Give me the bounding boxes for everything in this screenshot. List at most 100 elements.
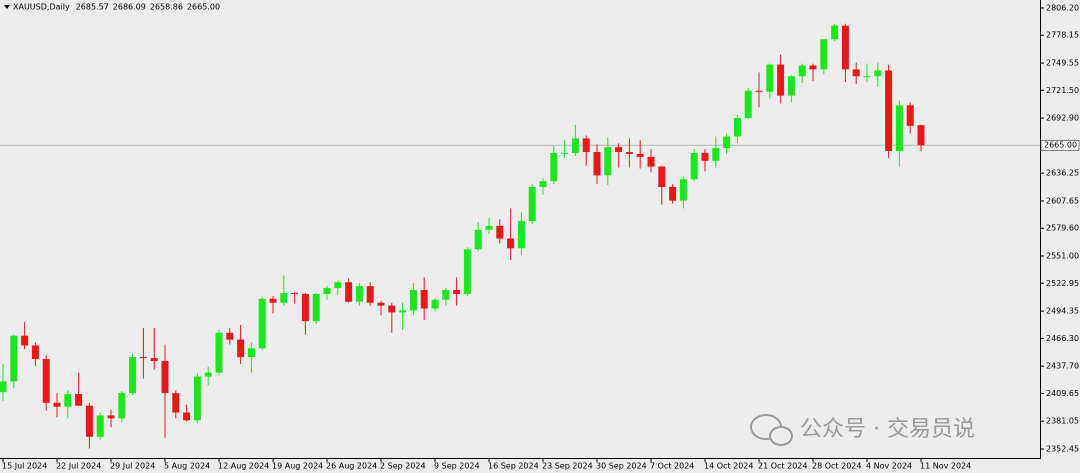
candle-body: [345, 282, 353, 302]
candle-body: [258, 298, 266, 349]
x-tick-label: 7 Oct 2024: [650, 462, 694, 471]
candle-body: [323, 288, 331, 294]
x-tick-label: 12 Aug 2024: [218, 462, 269, 471]
candle-body: [895, 105, 903, 152]
candle-body: [75, 394, 83, 406]
candle-body: [820, 39, 828, 70]
x-tick-label: 5 Aug 2024: [164, 462, 210, 471]
candle-body: [852, 69, 860, 77]
candle-body: [841, 25, 849, 70]
candle-body: [431, 299, 439, 309]
y-tick-label: 2579.60: [1046, 224, 1079, 233]
x-tick-label: 19 Aug 2024: [272, 462, 323, 471]
candle-body: [906, 105, 914, 126]
y-tick-label: 2522.95: [1046, 279, 1079, 288]
candle-body: [334, 282, 342, 289]
candle-body: [215, 332, 223, 373]
y-tick-label: 2409.65: [1046, 389, 1079, 398]
candle-body: [161, 360, 169, 394]
candle-body: [496, 225, 504, 239]
candle-body: [885, 70, 893, 152]
y-tick-label: 2692.90: [1046, 114, 1079, 123]
candle-body: [96, 415, 104, 437]
y-tick-label: 2607.65: [1046, 196, 1079, 205]
candle-body: [787, 76, 795, 96]
candle-body: [690, 152, 698, 180]
candle-body: [539, 181, 547, 188]
candle-body: [582, 138, 590, 153]
x-tick-label: 16 Sep 2024: [488, 462, 539, 471]
price-label: 2665.00: [1044, 141, 1077, 150]
x-tick-label: 26 Aug 2024: [326, 462, 377, 471]
header-value: 2658.86: [150, 3, 183, 12]
candle-body: [485, 225, 493, 230]
candle-body: [42, 359, 50, 403]
x-tick-label: 23 Sep 2024: [542, 462, 593, 471]
candle-body: [593, 152, 601, 176]
candle-body: [647, 156, 655, 167]
x-tick-label: 28 Oct 2024: [812, 462, 861, 471]
candle-body: [831, 25, 839, 40]
candle-body: [366, 286, 374, 303]
y-tick-label: 2551.00: [1046, 252, 1079, 261]
candle-body: [0, 381, 7, 393]
x-tick-label: 30 Sep 2024: [596, 462, 647, 471]
y-tick-label: 2636.25: [1046, 169, 1079, 178]
x-tick-label: 4 Nov 2024: [866, 462, 912, 471]
candle-body: [453, 290, 461, 294]
candle-body: [561, 152, 569, 154]
candle-body: [204, 372, 212, 377]
y-tick-label: 2466.30: [1046, 334, 1079, 343]
candle-body: [399, 310, 407, 313]
candle-body: [777, 64, 785, 96]
x-tick-label: 9 Sep 2024: [434, 462, 480, 471]
candle-body: [604, 147, 612, 176]
candle-body: [723, 136, 731, 149]
candle-body: [766, 64, 774, 92]
candle-body: [474, 229, 482, 250]
price-label-box: [1040, 139, 1080, 151]
candle-body: [10, 335, 18, 382]
header-value: 2686.09: [113, 3, 146, 12]
candle-body: [355, 286, 363, 302]
symbol-label: XAUUSD,Daily: [13, 3, 70, 12]
x-tick-label: 2 Sep 2024: [380, 462, 426, 471]
candle-body: [21, 335, 29, 346]
candle-body: [312, 293, 320, 322]
header-value: 2685.57: [76, 3, 109, 12]
candle-body: [53, 402, 61, 407]
candle-body: [107, 415, 115, 419]
candle-body: [625, 152, 633, 154]
x-tick-label: 21 Oct 2024: [758, 462, 807, 471]
candle-body: [712, 148, 720, 161]
candle-body: [301, 293, 309, 322]
candle-body: [280, 292, 288, 303]
y-tick-label: 2352.45: [1046, 445, 1079, 454]
y-tick-label: 2778.15: [1046, 31, 1079, 40]
candle-body: [571, 138, 579, 153]
candle-body: [129, 357, 137, 394]
y-tick-label: 2806.20: [1046, 3, 1079, 12]
candle-body: [874, 70, 882, 77]
y-tick-label: 2437.70: [1046, 362, 1079, 371]
candle-body: [442, 290, 450, 300]
y-tick-label: 2721.50: [1046, 86, 1079, 95]
candle-body: [247, 348, 255, 358]
candle-body: [733, 117, 741, 137]
candle-body: [744, 90, 752, 118]
candle-body: [31, 345, 39, 360]
candle-body: [550, 152, 558, 182]
candle-body: [377, 302, 385, 306]
candle-body: [863, 76, 871, 78]
x-tick-label: 11 Nov 2024: [920, 462, 971, 471]
candle-body: [388, 305, 396, 313]
candle-body: [64, 394, 72, 407]
candle-body: [755, 90, 763, 92]
candle-body: [701, 152, 709, 161]
menu-arrow: [4, 5, 10, 9]
candle-body: [150, 358, 158, 361]
candle-body: [409, 290, 417, 311]
